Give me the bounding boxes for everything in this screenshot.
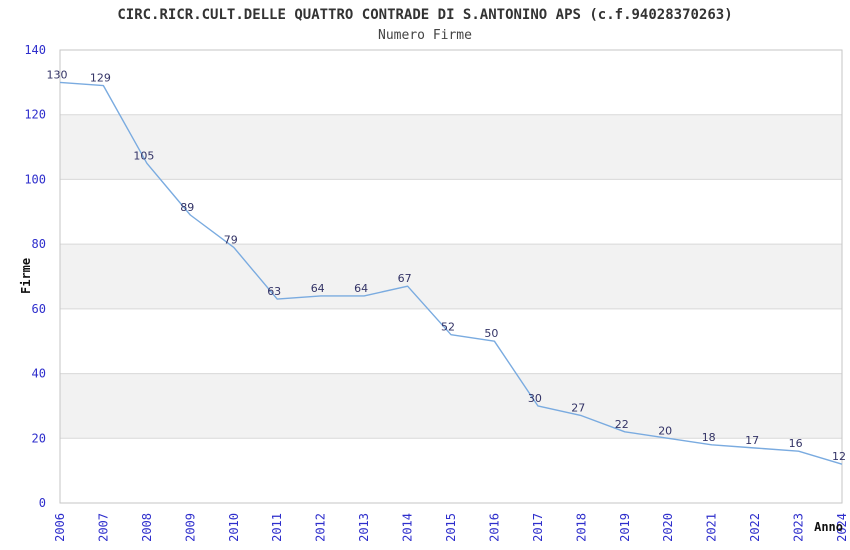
plot-band: [60, 244, 842, 309]
point-label: 20: [658, 424, 672, 437]
band-layer: [60, 114, 842, 439]
label-layer: 0 20 40 60 80 100 120 140 2006 130 2007 129 2008 105 2…: [24, 43, 849, 542]
point-label: 50: [484, 327, 498, 340]
x-tick-label: 2006: [53, 513, 67, 542]
point-label: 12: [832, 450, 846, 463]
y-tick-label: 100: [24, 172, 46, 186]
point-label: 67: [398, 272, 412, 285]
x-tick-label: 2013: [357, 513, 371, 542]
plot-border: [59, 49, 843, 504]
x-tick-label: 2008: [140, 513, 154, 542]
point-label: 16: [789, 437, 803, 450]
x-tick-label: 2017: [531, 513, 545, 542]
y-tick-label: 140: [24, 43, 46, 57]
x-tick-label: 2024: [835, 513, 849, 542]
point-label: 22: [615, 418, 629, 431]
x-tick-label: 2014: [401, 513, 415, 542]
x-tick-label: 2018: [574, 513, 588, 542]
chart-title: CIRC.RICR.CULT.DELLE QUATTRO CONTRADE DI…: [117, 7, 733, 23]
x-tick-label: 2010: [227, 513, 241, 542]
x-tick-label: 2012: [314, 513, 328, 542]
point-label: 105: [133, 149, 154, 162]
plot-band: [60, 114, 842, 180]
point-label: 63: [267, 285, 281, 298]
x-tick-label: 2022: [748, 513, 762, 542]
gridline-layer: [59, 49, 843, 504]
point-label: 27: [571, 402, 585, 415]
x-tick-label: 2015: [444, 513, 458, 542]
x-tick-label: 2023: [792, 513, 806, 542]
point-label: 129: [90, 72, 111, 85]
x-tick-label: 2021: [705, 513, 719, 542]
point-label: 18: [702, 431, 716, 444]
y-tick-label: 120: [24, 108, 46, 122]
series-line: [59, 81, 843, 465]
x-tick-label: 2019: [618, 513, 632, 542]
point-label: 130: [47, 68, 68, 81]
point-label: 64: [311, 282, 325, 295]
series-layer: [59, 81, 843, 465]
point-label: 17: [745, 434, 759, 447]
point-label: 52: [441, 321, 455, 334]
x-tick-label: 2009: [183, 513, 197, 542]
x-tick-label: 2016: [487, 513, 501, 542]
y-tick-label: 20: [32, 431, 46, 445]
point-label: 89: [180, 201, 194, 214]
point-label: 30: [528, 392, 542, 405]
y-tick-label: 0: [39, 496, 46, 510]
y-axis-title: Firme: [19, 258, 33, 294]
plot-band: [60, 373, 842, 439]
chart-subtitle: Numero Firme: [378, 28, 472, 43]
y-tick-label: 40: [32, 367, 46, 381]
y-tick-label: 60: [32, 302, 46, 316]
x-tick-label: 2007: [96, 513, 110, 542]
point-label: 79: [224, 233, 238, 246]
x-axis-title: Anno: [814, 520, 843, 534]
point-label: 64: [354, 282, 368, 295]
x-tick-label: 2020: [661, 513, 675, 542]
x-tick-label: 2011: [270, 513, 284, 542]
y-tick-label: 80: [32, 237, 46, 251]
